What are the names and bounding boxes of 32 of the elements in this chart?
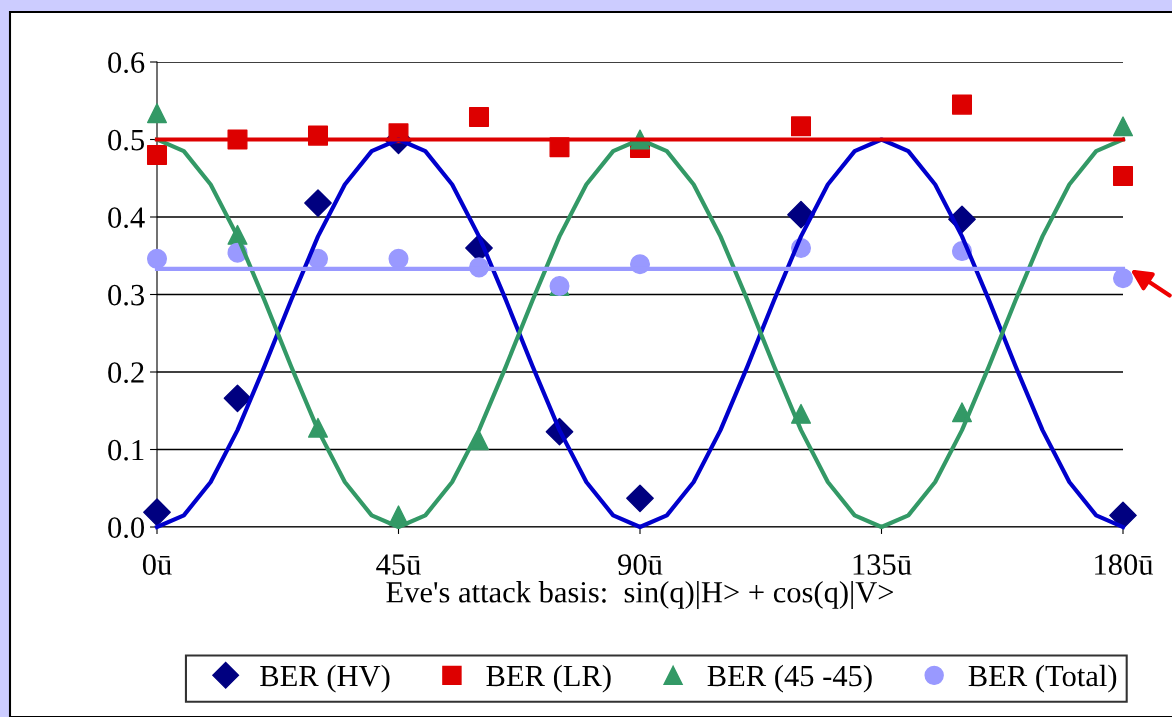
legend-label: BER (45 -45) (707, 664, 872, 693)
y-tick-label: 0.6 (108, 52, 145, 74)
x-tick-label: 90ū (618, 554, 663, 575)
x-tick-label: 0ū (142, 554, 172, 575)
x-tick-label: 180ū (1095, 554, 1154, 575)
point (951, 94, 973, 115)
point (1112, 116, 1134, 137)
point (146, 103, 168, 124)
y-tick-label: 0.5 (108, 129, 144, 151)
point (1112, 268, 1134, 289)
x-axis-title: Eve's attack basis: sin(q)|H> + cos(q)|V> (386, 581, 894, 609)
y-tick-label: 0.4 (108, 207, 145, 229)
point (146, 248, 168, 269)
point (1109, 501, 1137, 530)
point (388, 248, 409, 269)
y-tick-label: 0.3 (108, 284, 144, 306)
legend-label: BER (LR) (486, 664, 611, 693)
y-tick-label: 0.0 (108, 517, 145, 539)
x-tick-label: 45ū (376, 554, 421, 575)
point (223, 384, 252, 413)
legend-label: BER (Total) (968, 664, 1117, 693)
x-tick-label: 135ū (853, 554, 912, 575)
point (143, 498, 171, 527)
legend-label: BER (HV) (260, 664, 390, 693)
point (790, 116, 812, 137)
point (468, 107, 490, 128)
y-tick-label: 0.2 (108, 362, 144, 384)
point (146, 144, 168, 166)
y-tick-label: 0.1 (108, 439, 144, 461)
point (1112, 165, 1134, 186)
point (626, 484, 654, 513)
point (304, 189, 332, 217)
